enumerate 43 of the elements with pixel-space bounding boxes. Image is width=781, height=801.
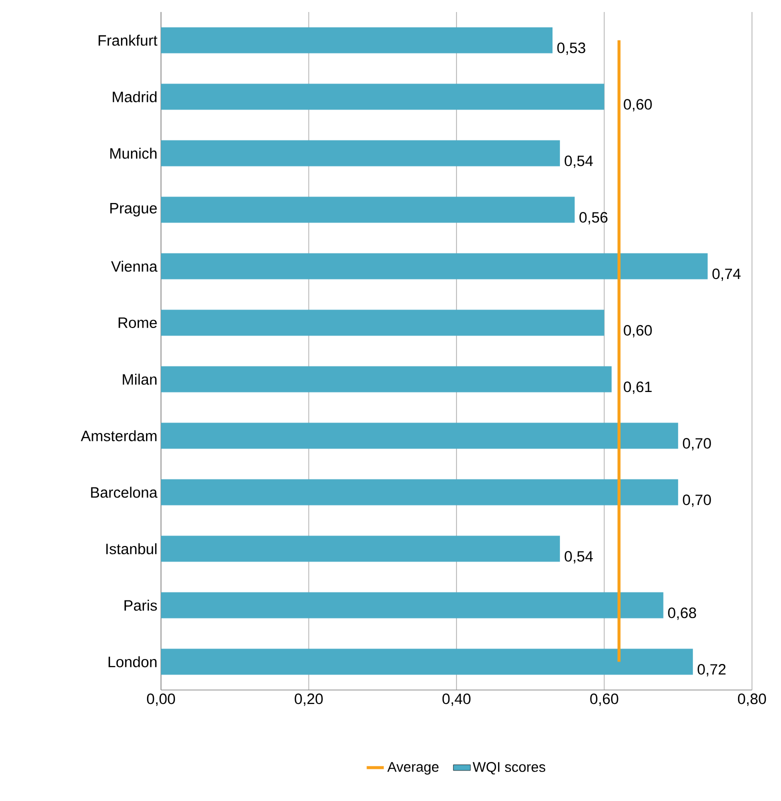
data-label: 0,61 (624, 382, 652, 394)
data-label: 0,72 (698, 664, 726, 676)
x-tick-label: 0,80 (738, 694, 766, 706)
y-tick-label: London (108, 656, 156, 668)
data-label: 0,60 (624, 99, 652, 112)
y-tick-label: Barcelona (91, 486, 158, 498)
bar (160, 27, 553, 54)
bar (160, 196, 575, 223)
legend-label: Average (387, 762, 439, 775)
x-tick-label: 0,20 (294, 694, 323, 706)
y-tick-label: Milan (122, 374, 156, 385)
y-tick-label: Prague (110, 203, 157, 216)
data-label: 0,56 (579, 212, 608, 224)
bar (160, 648, 693, 675)
bar (160, 253, 708, 280)
y-tick-label: Vienna (111, 260, 158, 272)
y-tick-label: Frankfurt (98, 34, 158, 46)
y-tick-label: Paris (124, 600, 157, 611)
data-label: 0,68 (668, 608, 696, 620)
data-label: 0,53 (557, 42, 586, 55)
y-tick-label: Amsterdam (80, 430, 156, 442)
bar (160, 536, 560, 562)
bar (160, 140, 560, 166)
y-tick-label: Rome (118, 318, 157, 328)
bar (160, 366, 612, 392)
bar (160, 479, 678, 506)
y-tick-label: Munich (110, 148, 156, 159)
data-label: 0,70 (682, 438, 711, 450)
data-label: 0,74 (712, 268, 741, 281)
y-tick-label: Madrid (112, 91, 156, 102)
x-tick-label: 0,00 (146, 694, 175, 706)
bar (160, 422, 678, 449)
y-tick-label: Istanbul (106, 543, 156, 554)
x-tick-label: 0,40 (442, 694, 470, 706)
data-label: 0,70 (682, 494, 711, 507)
legend-label: WQI scores (472, 762, 546, 774)
bar (160, 592, 664, 618)
x-tick-label: 0,60 (590, 694, 618, 706)
bar (160, 84, 604, 110)
data-label: 0,60 (624, 325, 652, 338)
data-label: 0,54 (564, 156, 593, 168)
data-label: 0,54 (564, 551, 593, 564)
bar (160, 310, 604, 336)
